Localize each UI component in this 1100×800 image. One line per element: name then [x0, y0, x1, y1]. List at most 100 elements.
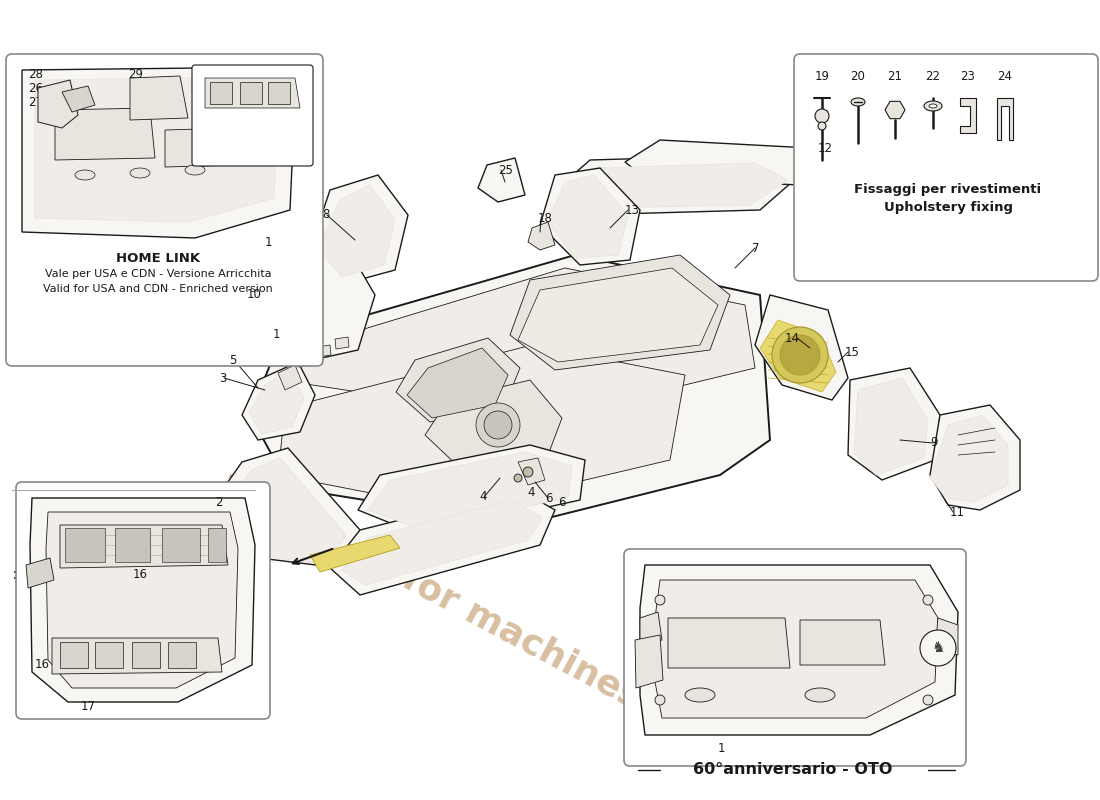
- FancyBboxPatch shape: [6, 54, 323, 366]
- Polygon shape: [518, 458, 544, 485]
- Text: 9: 9: [930, 437, 937, 450]
- FancyBboxPatch shape: [624, 549, 966, 766]
- Polygon shape: [116, 528, 150, 562]
- Text: 26: 26: [284, 93, 298, 103]
- Text: 15: 15: [845, 346, 860, 358]
- Circle shape: [923, 595, 933, 605]
- Polygon shape: [760, 320, 836, 392]
- Text: 10: 10: [248, 289, 262, 302]
- Polygon shape: [30, 498, 255, 702]
- Text: 1: 1: [265, 235, 273, 249]
- Polygon shape: [930, 405, 1020, 510]
- Polygon shape: [255, 235, 375, 365]
- Polygon shape: [640, 612, 662, 645]
- Polygon shape: [635, 635, 663, 688]
- Polygon shape: [22, 68, 295, 238]
- Circle shape: [476, 403, 520, 447]
- Text: 16: 16: [133, 569, 148, 582]
- Polygon shape: [60, 525, 228, 568]
- Text: 27: 27: [28, 95, 43, 109]
- FancyBboxPatch shape: [794, 54, 1098, 281]
- Text: Fissaggi per rivestimenti: Fissaggi per rivestimenti: [855, 183, 1042, 197]
- Polygon shape: [310, 175, 408, 285]
- Text: 6: 6: [544, 491, 552, 505]
- Polygon shape: [654, 580, 938, 718]
- Polygon shape: [242, 362, 315, 440]
- Text: 24: 24: [998, 70, 1012, 82]
- Text: 16: 16: [35, 658, 50, 671]
- Polygon shape: [318, 185, 395, 277]
- Circle shape: [654, 595, 666, 605]
- Text: 29: 29: [128, 67, 143, 81]
- Polygon shape: [330, 490, 556, 595]
- Text: 13: 13: [625, 203, 640, 217]
- Text: 23: 23: [960, 70, 976, 82]
- Polygon shape: [52, 638, 222, 674]
- Text: 60°anniversario - OTO: 60°anniversario - OTO: [693, 762, 893, 778]
- Ellipse shape: [130, 168, 150, 178]
- Text: 11: 11: [950, 506, 965, 518]
- FancyBboxPatch shape: [192, 65, 314, 166]
- Polygon shape: [60, 642, 88, 668]
- Polygon shape: [250, 255, 770, 525]
- Ellipse shape: [685, 688, 715, 702]
- Polygon shape: [168, 642, 196, 668]
- Polygon shape: [208, 448, 360, 568]
- Polygon shape: [548, 175, 628, 258]
- Polygon shape: [368, 452, 572, 528]
- Polygon shape: [46, 512, 238, 688]
- Text: 4: 4: [527, 486, 535, 499]
- Polygon shape: [565, 163, 788, 208]
- Text: 8: 8: [322, 209, 330, 222]
- Text: 1: 1: [273, 329, 280, 342]
- Circle shape: [522, 467, 534, 477]
- Text: 28: 28: [28, 67, 43, 81]
- Circle shape: [772, 327, 828, 383]
- Polygon shape: [130, 76, 188, 120]
- Polygon shape: [278, 345, 685, 510]
- Text: 21: 21: [888, 70, 902, 82]
- Polygon shape: [342, 500, 542, 585]
- Polygon shape: [510, 255, 730, 370]
- Polygon shape: [205, 78, 300, 108]
- Circle shape: [654, 695, 666, 705]
- Circle shape: [780, 335, 820, 375]
- Text: 22: 22: [925, 70, 940, 82]
- Text: 3: 3: [220, 371, 227, 385]
- Text: Vale per USA e CDN - Versione Arricchita: Vale per USA e CDN - Versione Arricchita: [45, 269, 272, 279]
- Text: 26: 26: [28, 82, 43, 94]
- Polygon shape: [165, 128, 240, 167]
- Polygon shape: [540, 168, 640, 265]
- Polygon shape: [297, 355, 311, 367]
- Circle shape: [923, 695, 933, 705]
- Text: a passion for machines: a passion for machines: [214, 465, 646, 715]
- Polygon shape: [960, 98, 976, 133]
- Text: 6: 6: [558, 495, 565, 509]
- Polygon shape: [39, 80, 78, 128]
- Text: 14: 14: [785, 331, 800, 345]
- Polygon shape: [55, 108, 155, 160]
- Polygon shape: [358, 445, 585, 535]
- Text: 2: 2: [153, 526, 159, 538]
- Polygon shape: [132, 642, 160, 668]
- Text: 17: 17: [80, 699, 96, 713]
- Polygon shape: [854, 378, 928, 475]
- Polygon shape: [317, 345, 331, 357]
- Ellipse shape: [851, 98, 865, 106]
- Circle shape: [484, 411, 512, 439]
- Polygon shape: [336, 337, 349, 349]
- Text: 30: 30: [128, 82, 143, 94]
- Polygon shape: [755, 295, 848, 400]
- FancyBboxPatch shape: [16, 482, 270, 719]
- Text: 5: 5: [230, 354, 236, 366]
- Polygon shape: [249, 370, 304, 434]
- Polygon shape: [935, 618, 958, 655]
- Text: 2: 2: [214, 495, 222, 509]
- Text: HOME LINK: HOME LINK: [116, 251, 200, 265]
- Text: 12: 12: [818, 142, 833, 154]
- Polygon shape: [800, 620, 886, 665]
- Polygon shape: [278, 365, 303, 390]
- Text: Upholstery fixing: Upholstery fixing: [883, 201, 1012, 214]
- Polygon shape: [62, 86, 95, 112]
- Polygon shape: [26, 558, 54, 588]
